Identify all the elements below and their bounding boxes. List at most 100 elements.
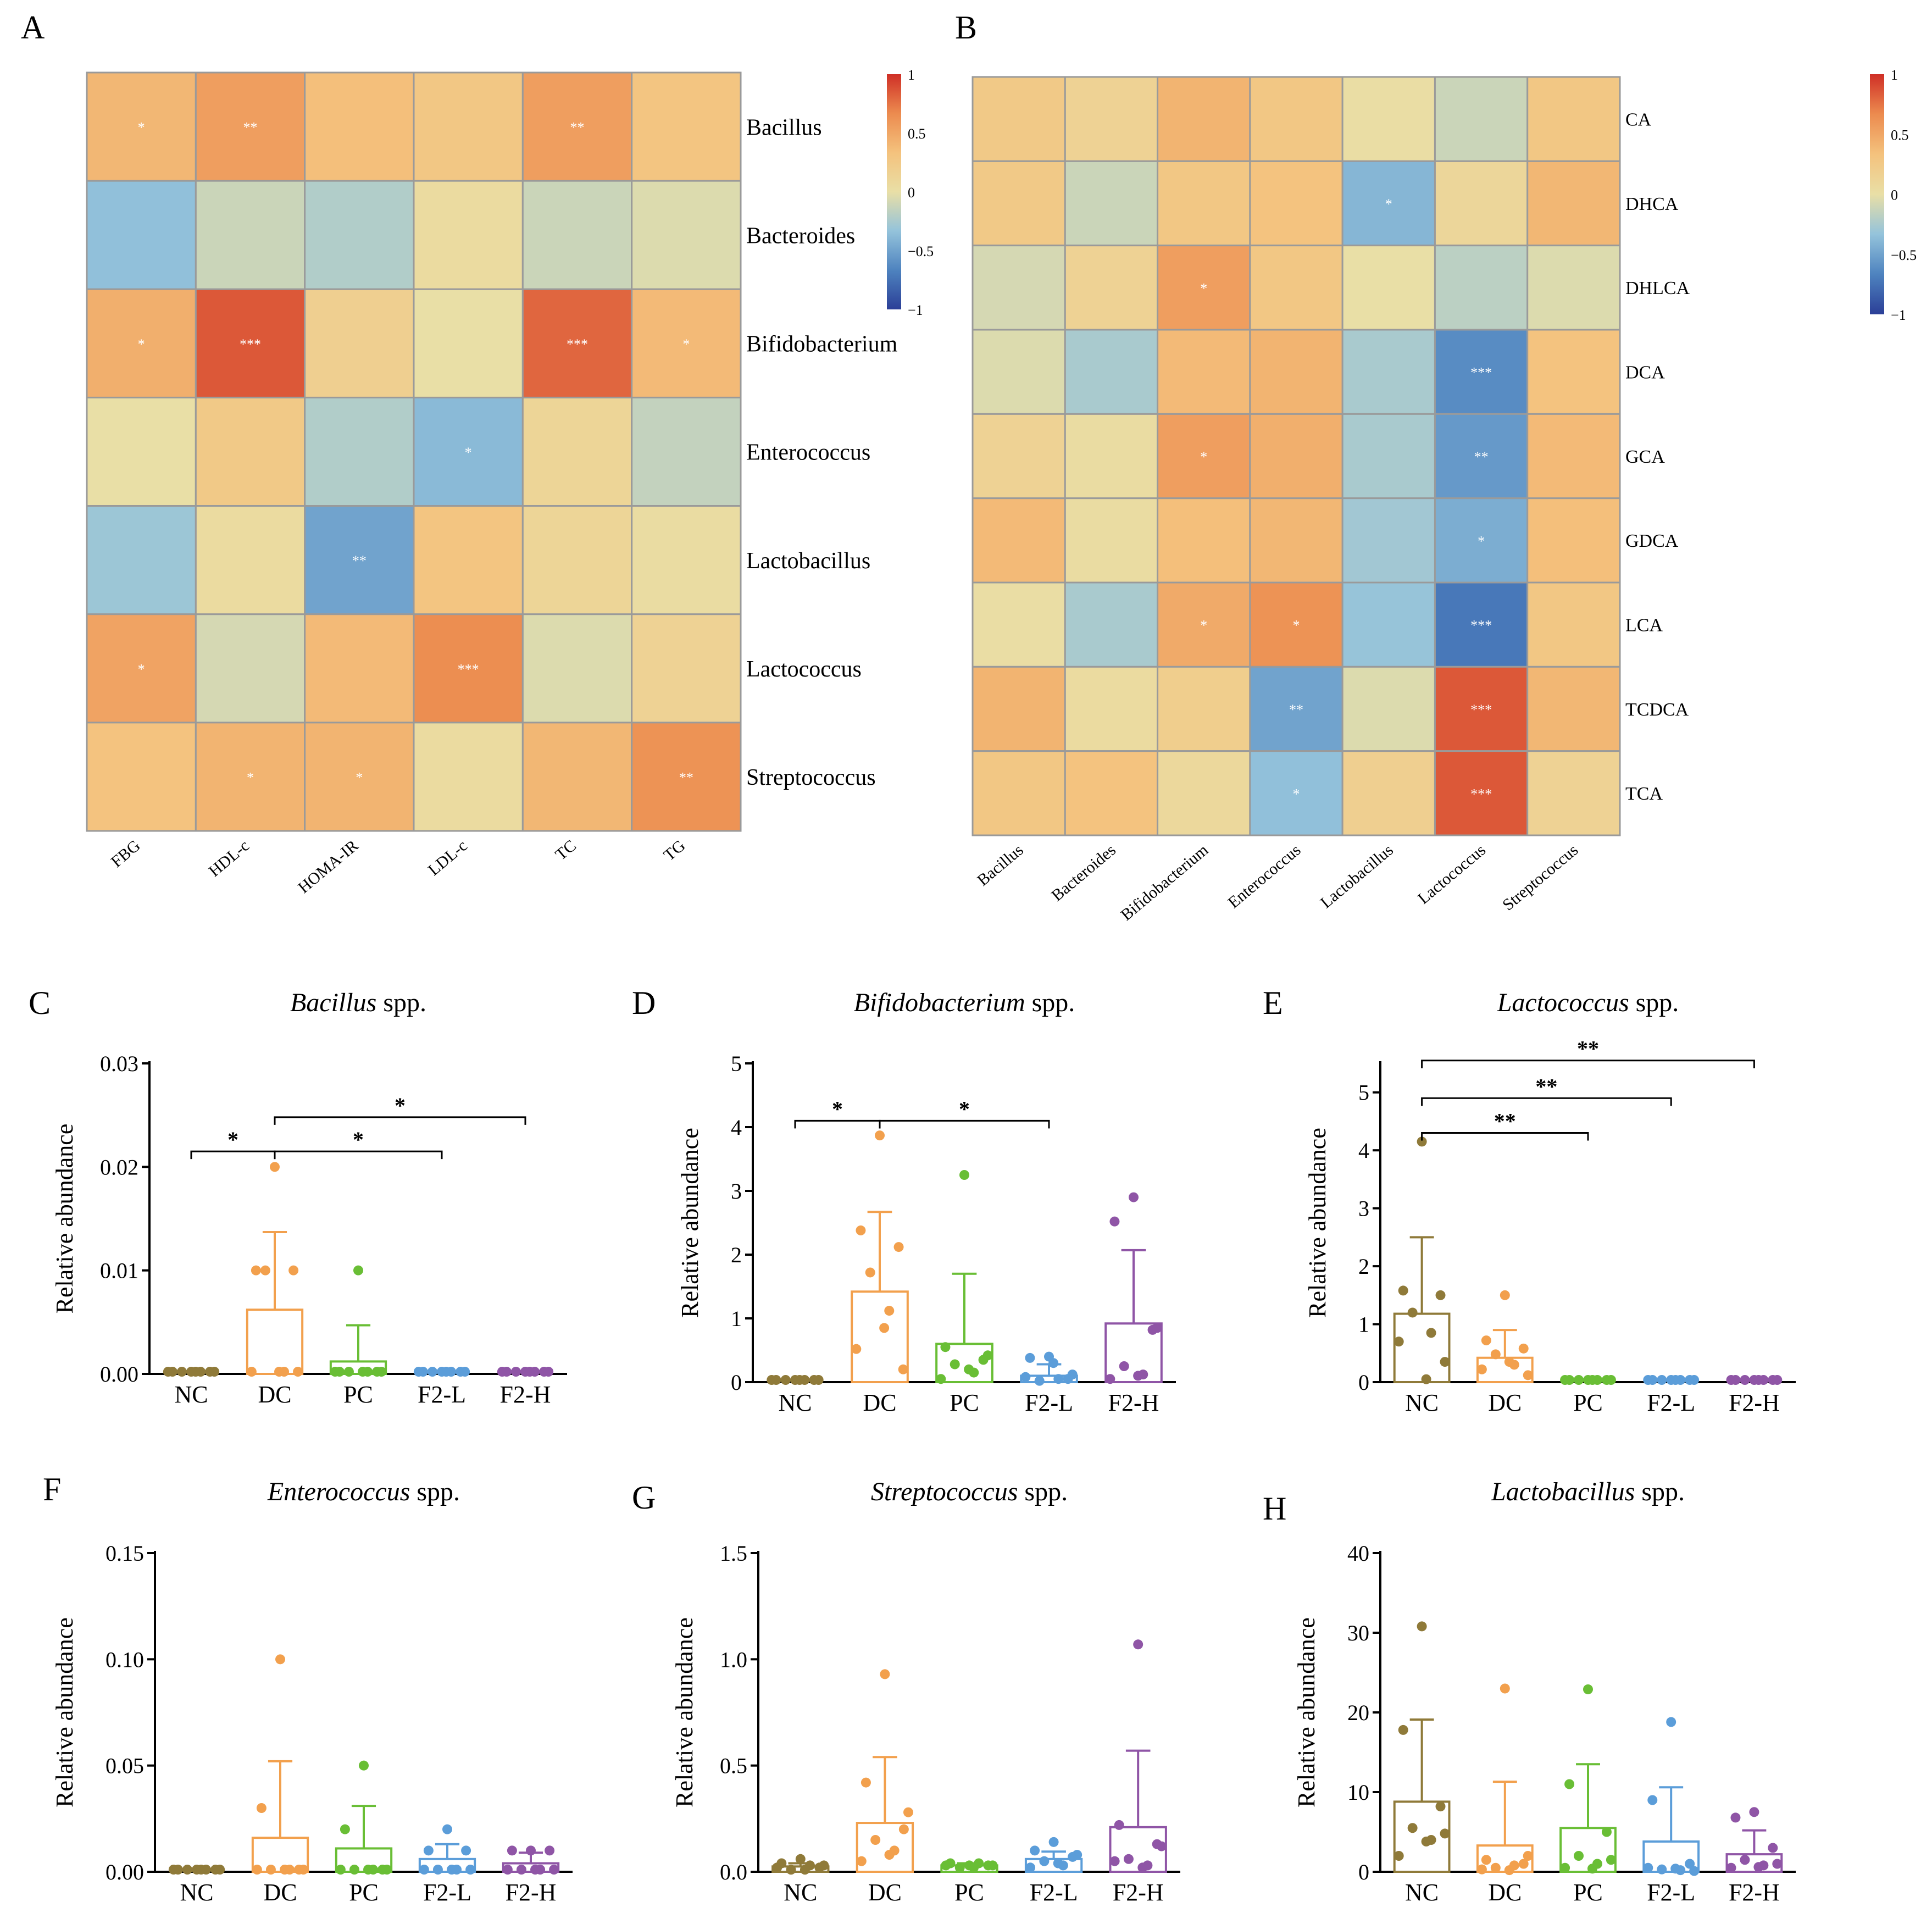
data-point xyxy=(1560,1862,1570,1873)
y-tick-label: 1 xyxy=(731,1306,742,1331)
bar xyxy=(935,1343,993,1383)
y-tick-label: 3 xyxy=(1358,1196,1369,1221)
y-tick-label: 30 xyxy=(1347,1621,1369,1645)
data-point xyxy=(1105,1374,1115,1384)
heatmap-cell xyxy=(1064,497,1159,584)
x-tick-label: F2-H xyxy=(1113,1879,1164,1906)
y-axis-label: Relative abundance xyxy=(676,1128,703,1318)
data-point xyxy=(940,1342,951,1352)
heatmap-cell xyxy=(1434,581,1529,668)
y-tick-label: 0.00 xyxy=(106,1860,144,1884)
data-point xyxy=(502,1865,513,1875)
data-point xyxy=(252,1865,262,1875)
data-point xyxy=(358,1367,368,1377)
data-point xyxy=(1753,1862,1764,1872)
data-point xyxy=(1574,1375,1584,1385)
heatmap-cell xyxy=(1341,245,1436,331)
significance-bracket xyxy=(1421,1097,1672,1106)
data-point xyxy=(819,1860,829,1871)
data-point xyxy=(260,1265,270,1276)
data-point xyxy=(1417,1621,1427,1632)
data-point xyxy=(293,1367,303,1377)
heatmap-cell xyxy=(1341,76,1436,162)
chart-title: Bifidobacterium spp. xyxy=(854,988,1075,1017)
bar xyxy=(1559,1827,1617,1873)
bar-chart-e: E Lactococcus spp. 0 1 2 3 4 5 Relative abundanc… xyxy=(1263,985,1796,1416)
heatmap-cell xyxy=(1526,750,1621,836)
heatmap-cell xyxy=(1064,329,1159,415)
heatmap-cell xyxy=(631,613,742,724)
heatmap-cell xyxy=(1434,750,1529,836)
heatmap-cell xyxy=(1157,497,1251,584)
row-label: LCA xyxy=(1625,616,1663,636)
heatmap-cell xyxy=(1341,329,1436,415)
data-point xyxy=(1030,1845,1040,1856)
x-tick-label: DC xyxy=(1488,1879,1522,1906)
heatmap-cell xyxy=(195,180,306,290)
heatmap-cell xyxy=(195,613,306,724)
data-point xyxy=(1583,1684,1593,1694)
data-point xyxy=(786,1865,796,1875)
data-point xyxy=(215,1865,225,1875)
data-point xyxy=(1048,1358,1059,1368)
heatmap-cell xyxy=(1341,581,1436,668)
heatmap-cell xyxy=(1249,245,1343,331)
x-tick-label: DC xyxy=(1488,1389,1522,1416)
heatmap-cell xyxy=(86,396,197,507)
data-point xyxy=(530,1865,541,1875)
x-tick-label: NC xyxy=(174,1381,208,1408)
data-point xyxy=(1560,1375,1570,1385)
data-point xyxy=(1587,1864,1597,1874)
heatmap-cell xyxy=(1526,497,1621,584)
data-point xyxy=(1500,1683,1510,1694)
row-label: Enterococcus xyxy=(746,440,870,465)
data-point xyxy=(1152,1323,1162,1333)
data-point xyxy=(176,1367,187,1377)
heatmap-cell xyxy=(1249,581,1343,668)
heatmap-cell xyxy=(521,180,633,290)
data-point xyxy=(1587,1375,1597,1385)
chart-title-suffix: spp. xyxy=(376,988,426,1017)
chart-title-suffix: spp. xyxy=(1018,1477,1068,1506)
heatmap-b: B****** **** * ***** **** ***CADHCADHLCADCAGC… xyxy=(955,9,1917,924)
x-tick-label: F2-L xyxy=(1647,1389,1695,1416)
significance-star: * xyxy=(1293,786,1300,802)
data-point xyxy=(1685,1859,1695,1869)
data-point xyxy=(1435,1801,1446,1812)
chart-title-italic: Bacillus xyxy=(290,988,376,1017)
data-point xyxy=(1574,1851,1584,1861)
data-point xyxy=(767,1375,777,1385)
bar-chart-d: D Bifidobacterium spp. 0 1 2 3 4 5 Relative abun… xyxy=(632,985,1176,1416)
data-point xyxy=(1133,1639,1143,1650)
y-tick-label: 0.10 xyxy=(106,1647,144,1672)
data-point xyxy=(251,1265,261,1276)
row-label: GDCA xyxy=(1625,531,1679,551)
heatmap-cell xyxy=(1249,750,1343,836)
data-point xyxy=(516,1865,526,1875)
x-tick-label: F2-H xyxy=(1729,1389,1780,1416)
column-label: HDL-c xyxy=(206,836,253,880)
y-tick-label: 0.02 xyxy=(100,1155,138,1179)
row-label: Bacillus xyxy=(746,115,822,140)
colorbar-tick-label: −1 xyxy=(908,302,923,318)
data-point xyxy=(1398,1725,1408,1735)
column-label: Bifidobacterium xyxy=(1117,841,1212,924)
heatmap-cell xyxy=(1064,666,1159,752)
data-point xyxy=(959,1170,969,1180)
data-point xyxy=(1407,1823,1418,1833)
bar-chart-h: H Lactobacillus spp. 0 10 20 30 40 Relative abu… xyxy=(1263,1477,1796,1906)
column-label: LDL-c xyxy=(425,836,471,879)
data-point xyxy=(1753,1375,1764,1385)
data-point xyxy=(795,1375,805,1385)
x-tick-label: NC xyxy=(1405,1389,1439,1416)
data-point xyxy=(987,1860,998,1871)
data-point xyxy=(884,1306,895,1316)
data-point xyxy=(497,1367,507,1377)
colorbar-tick-label: −1 xyxy=(1891,307,1906,323)
significance-star: ** xyxy=(1474,449,1489,465)
heatmap-cell xyxy=(1526,666,1621,752)
heatmap-cell xyxy=(1157,581,1251,668)
data-point xyxy=(441,1367,452,1377)
significance-label: * xyxy=(395,1093,406,1118)
data-point xyxy=(1643,1375,1653,1385)
